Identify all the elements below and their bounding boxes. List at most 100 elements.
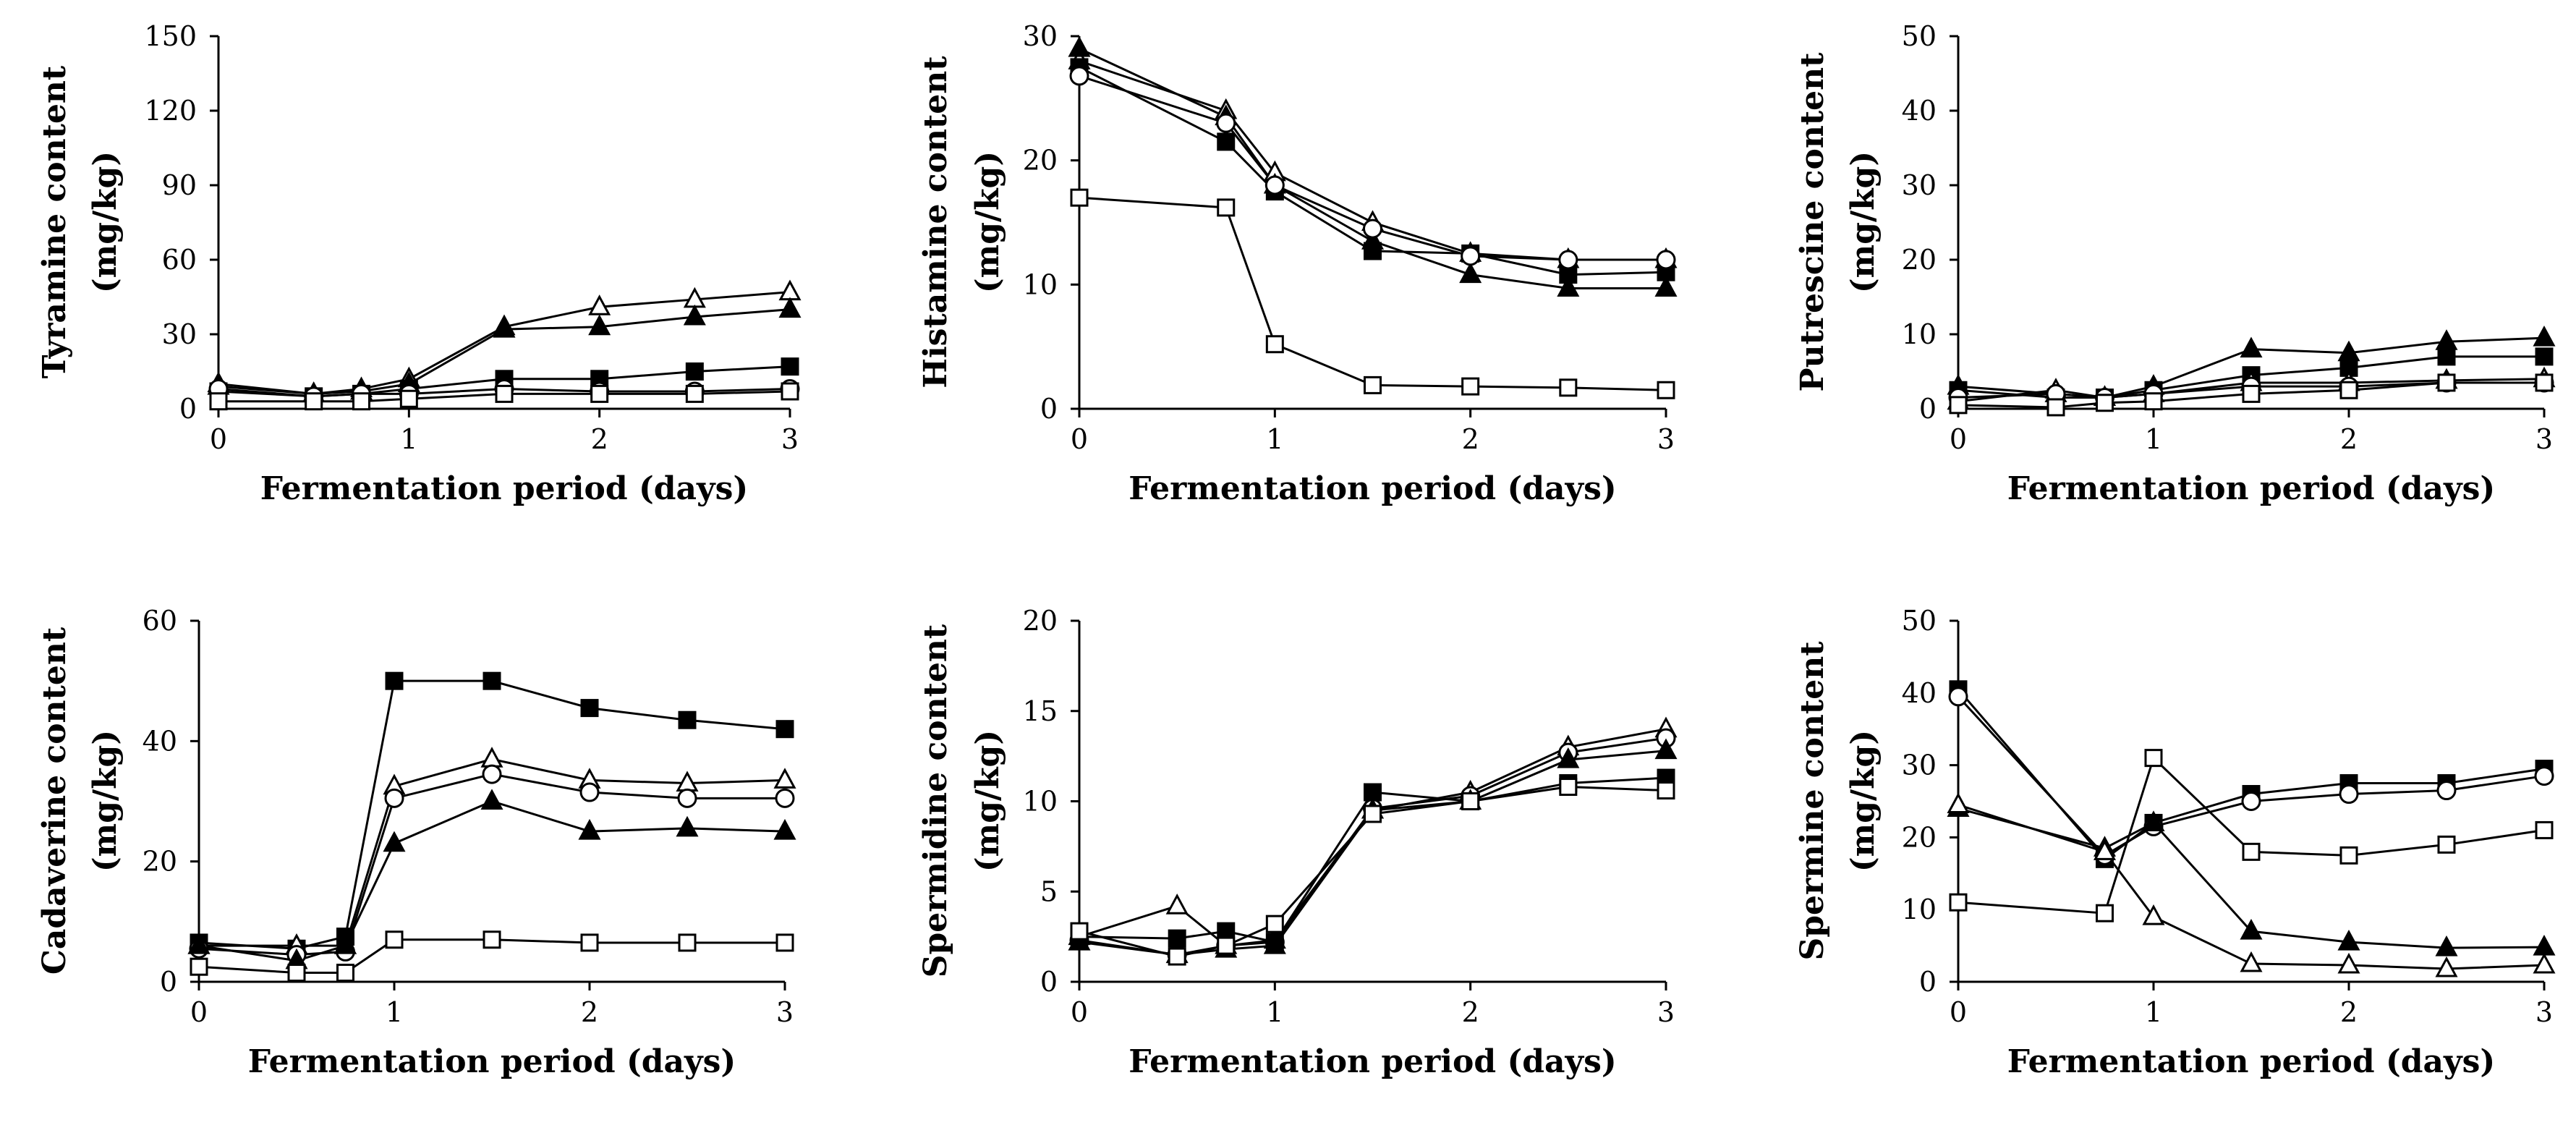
putrescine-x-axis-title: Fermentation period (days) [2007,470,2495,507]
histamine-series-open-circle-point [1264,175,1285,195]
cadaverine-ytick-label: 60 [143,605,177,637]
histamine-series-filled-triangle-point [1068,36,1091,57]
histamine-y-axis-title-line2: (mg/kg) [969,151,1006,293]
spermidine-series-open-circle-line [1079,737,1667,956]
tyramine-ytick-label: 0 [179,393,197,425]
chart-tyramine: 0 30 60 90 120 150 0 1 2 3 Fermentation period (da… [36,20,802,507]
spermidine-series-filled-triangle-line [1079,750,1667,956]
putrescine-series-open-square-point [2144,392,2163,411]
putrescine-series-open-square-point [2242,384,2261,403]
cadaverine-series-filled-triangle-point [383,831,406,852]
spermine-series-open-triangle-point [2533,952,2556,974]
spermine-y-axis-title-line2: (mg/kg) [1845,730,1882,872]
spermine-ytick-label: 40 [1902,677,1937,709]
cadaverine-series-open-square-point [190,957,208,976]
spermidine-series-open-square-point [1070,922,1089,941]
spermidine-ytick-label: 15 [1023,695,1058,727]
putrescine-ytick-label: 10 [1902,318,1937,350]
histamine-series-open-circle-point [1558,250,1578,270]
cadaverine-xtick-label: 1 [386,996,403,1028]
spermine-ytick-label: 30 [1902,750,1937,781]
cadaverine-series-filled-triangle-point [773,818,796,840]
putrescine-series-open-square-point [1949,396,1968,415]
spermine-series-open-circle-point [2436,781,2457,801]
cadaverine-series-filled-square-point [483,671,501,690]
cadaverine-xtick-label: 3 [776,996,794,1028]
tyramine-series-filled-triangle-point [778,297,802,318]
spermine-series-open-square-point [1949,893,1968,912]
spermidine-y-axis-title-line2: (mg/kg) [969,730,1006,872]
cadaverine-series-open-square-point [678,933,697,952]
histamine-series-open-circle-point [1363,218,1382,239]
spermidine-series-filled-triangle-point [1654,738,1678,760]
putrescine-ytick-label: 40 [1902,95,1937,127]
spermine-ytick-label: 50 [1902,605,1937,637]
histamine-series-open-circle-point [1069,66,1089,86]
spermine-series-filled-triangle-point [2142,810,2165,831]
spermine-series-open-triangle-point [1947,792,1970,813]
cadaverine-series-open-triangle-point [480,747,503,768]
putrescine-ytick-label: 20 [1902,244,1937,276]
spermine-series-open-square-point [2535,820,2554,839]
spermidine-y-axis-title-line1: Spermidine content [917,624,954,977]
putrescine-series-filled-square-point [2437,347,2456,366]
putrescine-ytick-label: 50 [1902,20,1937,52]
cadaverine-series-open-square-point [336,964,354,983]
tyramine-series-open-square-point [352,392,370,411]
spermidine-series-open-square-point [1461,792,1480,810]
spermine-series-open-triangle-point [2142,904,2165,925]
spermidine-ytick-label: 20 [1023,605,1058,637]
cadaverine-xtick-label: 0 [190,996,208,1028]
putrescine-xtick-label: 2 [2340,423,2358,455]
tyramine-series-filled-square-point [781,357,799,376]
tyramine-series-open-square-point [685,384,704,403]
histamine-series-open-circle-point [1656,250,1676,270]
spermidine-series-open-square-point [1364,805,1382,823]
histamine-series-filled-triangle-point [1654,276,1678,297]
spermine-xtick-label: 3 [2535,996,2553,1028]
putrescine-series-filled-triangle-point [2435,329,2458,350]
cadaverine-y-axis-title-line1: Cadaverine content [36,627,73,975]
histamine-ytick-label: 20 [1023,145,1058,177]
spermidine-ytick-label: 5 [1040,875,1058,907]
histamine-ytick-label: 10 [1023,268,1058,300]
tyramine-ytick-label: 60 [162,244,197,276]
spermidine-ytick-label: 0 [1040,966,1058,998]
spermine-series-open-square-point [2242,842,2261,861]
spermine-ytick-label: 10 [1902,894,1937,925]
tyramine-series-filled-triangle-point [683,304,706,326]
cadaverine-xtick-label: 2 [581,996,598,1028]
spermine-series-open-circle-point [2339,784,2359,805]
cadaverine-series-filled-triangle-point [187,933,211,954]
tyramine-xtick-label: 3 [781,423,799,455]
spermidine-series-open-square-point [1168,947,1186,966]
cadaverine-x-axis-title: Fermentation period (days) [248,1043,736,1080]
histamine-series-open-square-point [1657,381,1675,399]
tyramine-series-open-square-point [495,384,514,403]
cadaverine-ytick-label: 0 [160,966,177,998]
tyramine-xtick-label: 0 [210,423,227,455]
putrescine-series-filled-square-point [2535,347,2554,366]
histamine-series-open-square-point [1559,378,1578,397]
tyramine-x-axis-title: Fermentation period (days) [260,470,748,507]
cadaverine-ytick-label: 40 [143,725,177,757]
cadaverine-series-filled-square-point [385,671,404,690]
histamine-series-open-square-point [1265,335,1284,354]
spermine-series-open-triangle-point [2337,952,2360,974]
spermine-y-axis-title-line1: Spermine content [1794,641,1831,961]
cadaverine-series-filled-triangle-point [676,815,699,837]
tyramine-ytick-label: 30 [162,318,197,350]
histamine-series-open-square-point [1461,377,1480,396]
spermidine-xtick-label: 0 [1071,996,1088,1028]
spermine-series-open-square-point [2144,749,2163,768]
spermine-xtick-label: 2 [2340,996,2358,1028]
tyramine-series-open-square-point [399,389,418,408]
putrescine-series-filled-triangle-point [2533,326,2556,347]
tyramine-series-filled-square-point [685,362,704,381]
tyramine-ytick-label: 120 [144,95,197,127]
spermidine-series-filled-triangle-point [1557,747,1580,768]
cadaverine-series-filled-triangle-point [578,818,601,840]
cadaverine-series-open-circle-point [677,788,697,808]
histamine-series-open-square-point [1217,198,1236,217]
cadaverine-y-axis-title-line2: (mg/kg) [87,730,124,872]
